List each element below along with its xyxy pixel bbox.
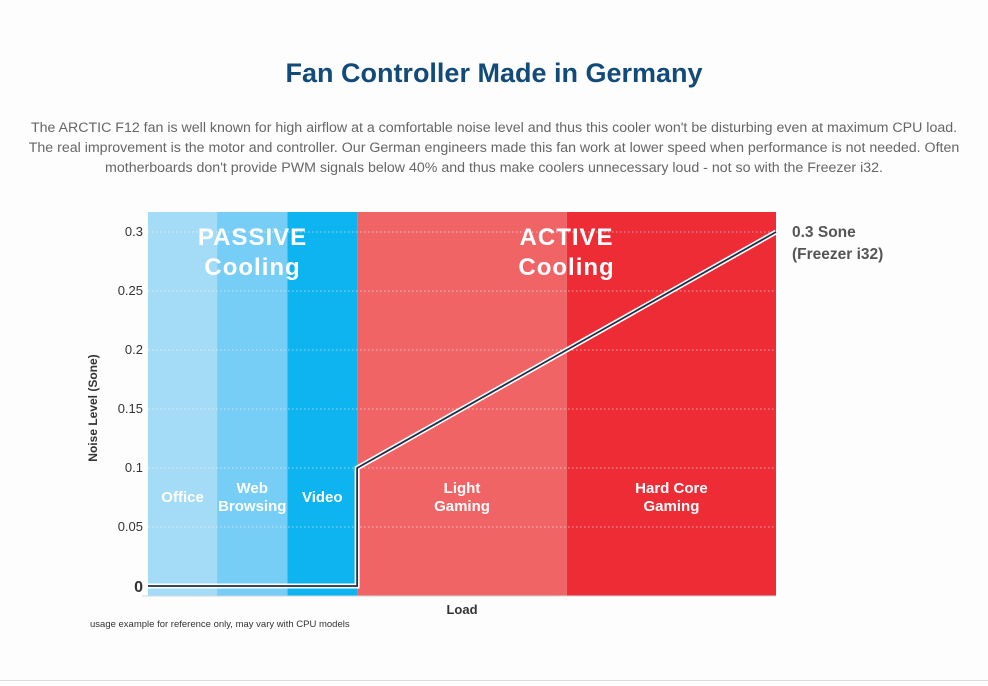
- zone-label-line: PASSIVE: [198, 224, 307, 251]
- zone-label-line: Cooling: [518, 254, 614, 281]
- region-label-line: Video: [302, 489, 343, 506]
- y-tick-label: 0.05: [118, 519, 143, 534]
- description-paragraph: The ARCTIC F12 fan is well known for hig…: [28, 120, 960, 176]
- y-tick-label: 0.2: [125, 342, 143, 357]
- region-label-line: Hard Core: [635, 480, 708, 497]
- zone-label: PASSIVE Cooling: [198, 224, 307, 281]
- region-label: Light Gaming: [434, 480, 490, 515]
- series-labels: 0.3 Sone (Freezer i32): [792, 224, 883, 263]
- zone-label-line: Cooling: [204, 254, 300, 281]
- bottom-divider: [0, 680, 988, 681]
- region-band: [566, 212, 776, 596]
- series-end-label-line: 0.3 Sone: [792, 224, 856, 241]
- grid-lines: [142, 231, 776, 597]
- region-label: Web Browsing: [218, 480, 286, 515]
- y-tick-labels: 0.3 0.25 0.2 0.15 0.1 0.05 0: [118, 224, 143, 596]
- region-label-line: Gaming: [644, 498, 700, 515]
- series-end-label-line: (Freezer i32): [792, 246, 883, 263]
- region-label-line: Gaming: [434, 498, 490, 515]
- y-axis-label: Noise Level (Sone): [86, 354, 100, 461]
- axis-labels: Load Noise Level (Sone): [86, 354, 478, 617]
- region-band: [148, 212, 218, 596]
- y-tick-label: 0.3: [125, 224, 143, 239]
- series-end-label: 0.3 Sone (Freezer i32): [792, 224, 883, 263]
- zone-labels: PASSIVE Cooling ACTIVE Cooling: [198, 224, 614, 281]
- region-band: [357, 212, 567, 596]
- region-label: Office: [161, 489, 204, 506]
- y-tick-label: 0: [134, 579, 143, 596]
- series-line: [148, 231, 777, 587]
- zone-label: ACTIVE Cooling: [518, 224, 614, 281]
- load-regions: [148, 212, 776, 596]
- region-label: Hard Core Gaming: [635, 480, 708, 515]
- region-label-line: Web: [237, 480, 268, 497]
- y-tick-label: 0.25: [118, 283, 143, 298]
- series-lines: [148, 229, 778, 589]
- zone-label-line: ACTIVE: [520, 224, 614, 251]
- region-band: [287, 212, 358, 596]
- footnote: usage example for reference only, may va…: [90, 619, 350, 630]
- y-tick-label: 0.1: [125, 460, 143, 475]
- region-label-line: Light: [444, 480, 481, 497]
- y-tick-label: 0.15: [118, 401, 143, 416]
- region-label-line: Office: [161, 489, 204, 506]
- page-title: Fan Controller Made in Germany: [285, 58, 703, 88]
- x-axis-label: Load: [446, 602, 477, 617]
- region-label: Video: [302, 489, 343, 506]
- region-label-line: Browsing: [218, 498, 286, 515]
- region-band: [217, 212, 288, 596]
